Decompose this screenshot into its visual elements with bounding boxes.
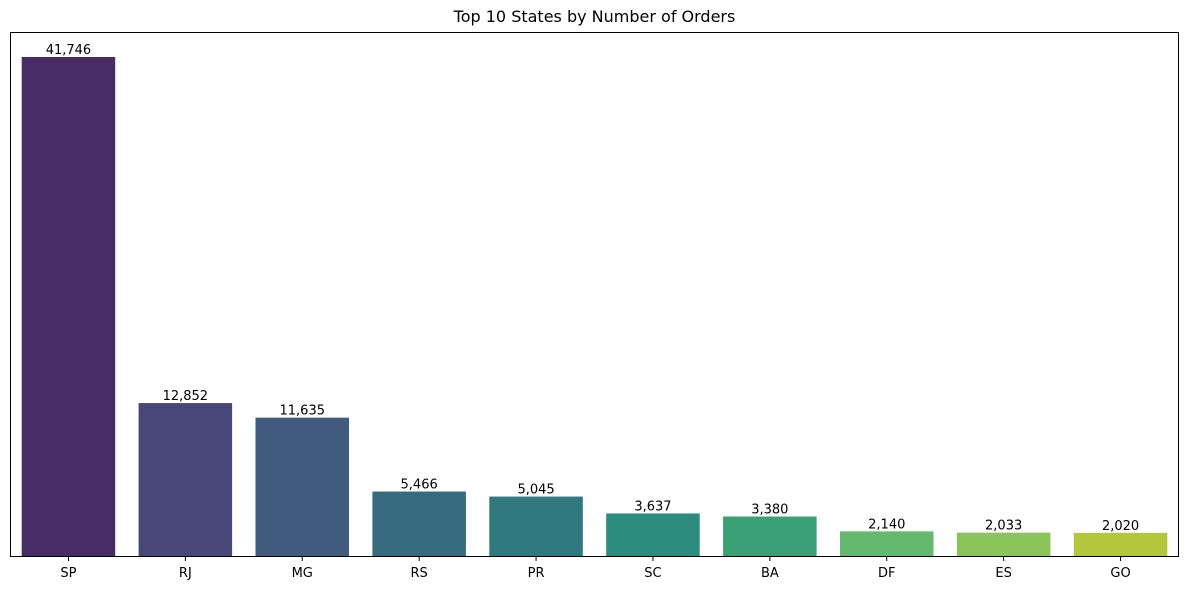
bar-pr: [489, 496, 583, 557]
x-tick-label-mg: MG: [292, 566, 313, 581]
x-tick-label-sp: SP: [60, 566, 76, 581]
bar-sp: [21, 56, 116, 557]
bar-es: [956, 532, 1051, 557]
bar-df: [839, 531, 934, 557]
x-tick-label-ba: BA: [761, 566, 779, 581]
x-tick-label-go: GO: [1110, 566, 1130, 581]
data-label-rs: 5,466: [401, 478, 438, 493]
bar-sc: [606, 513, 700, 557]
data-label-go: 2,020: [1102, 519, 1139, 534]
x-tick-label-rs: RS: [411, 566, 428, 581]
x-axis: SP RJ MG RS PR SC BA DF ES GO: [60, 557, 1131, 581]
x-tick-label-sc: SC: [644, 566, 661, 581]
data-label-mg: 11,635: [280, 404, 326, 419]
data-label-es: 2,033: [985, 519, 1022, 534]
x-tick-label-rj: RJ: [179, 566, 192, 581]
bar-mg: [255, 417, 350, 557]
x-tick-label-pr: PR: [528, 566, 545, 581]
chart-title: Top 10 States by Number of Orders: [453, 7, 736, 26]
x-tick-label-es: ES: [995, 566, 1011, 581]
plot-frame: [10, 32, 1179, 557]
data-label-sc: 3,637: [634, 499, 671, 514]
data-label-ba: 3,380: [751, 503, 788, 518]
x-tick-label-df: DF: [878, 566, 896, 581]
bar-rj: [138, 403, 233, 557]
bar-rs: [372, 491, 466, 557]
bar-ba: [723, 516, 817, 557]
data-label-df: 2,140: [868, 517, 905, 532]
bar-go: [1073, 532, 1168, 557]
data-label-sp: 41,746: [46, 43, 92, 58]
bars-group: [21, 56, 1168, 557]
data-labels-group: 41,746 12,852 11,635 5,466 5,045 3,637 3,380 2,…: [46, 43, 1139, 534]
data-label-rj: 12,852: [163, 389, 209, 404]
data-label-pr: 5,045: [517, 483, 554, 498]
